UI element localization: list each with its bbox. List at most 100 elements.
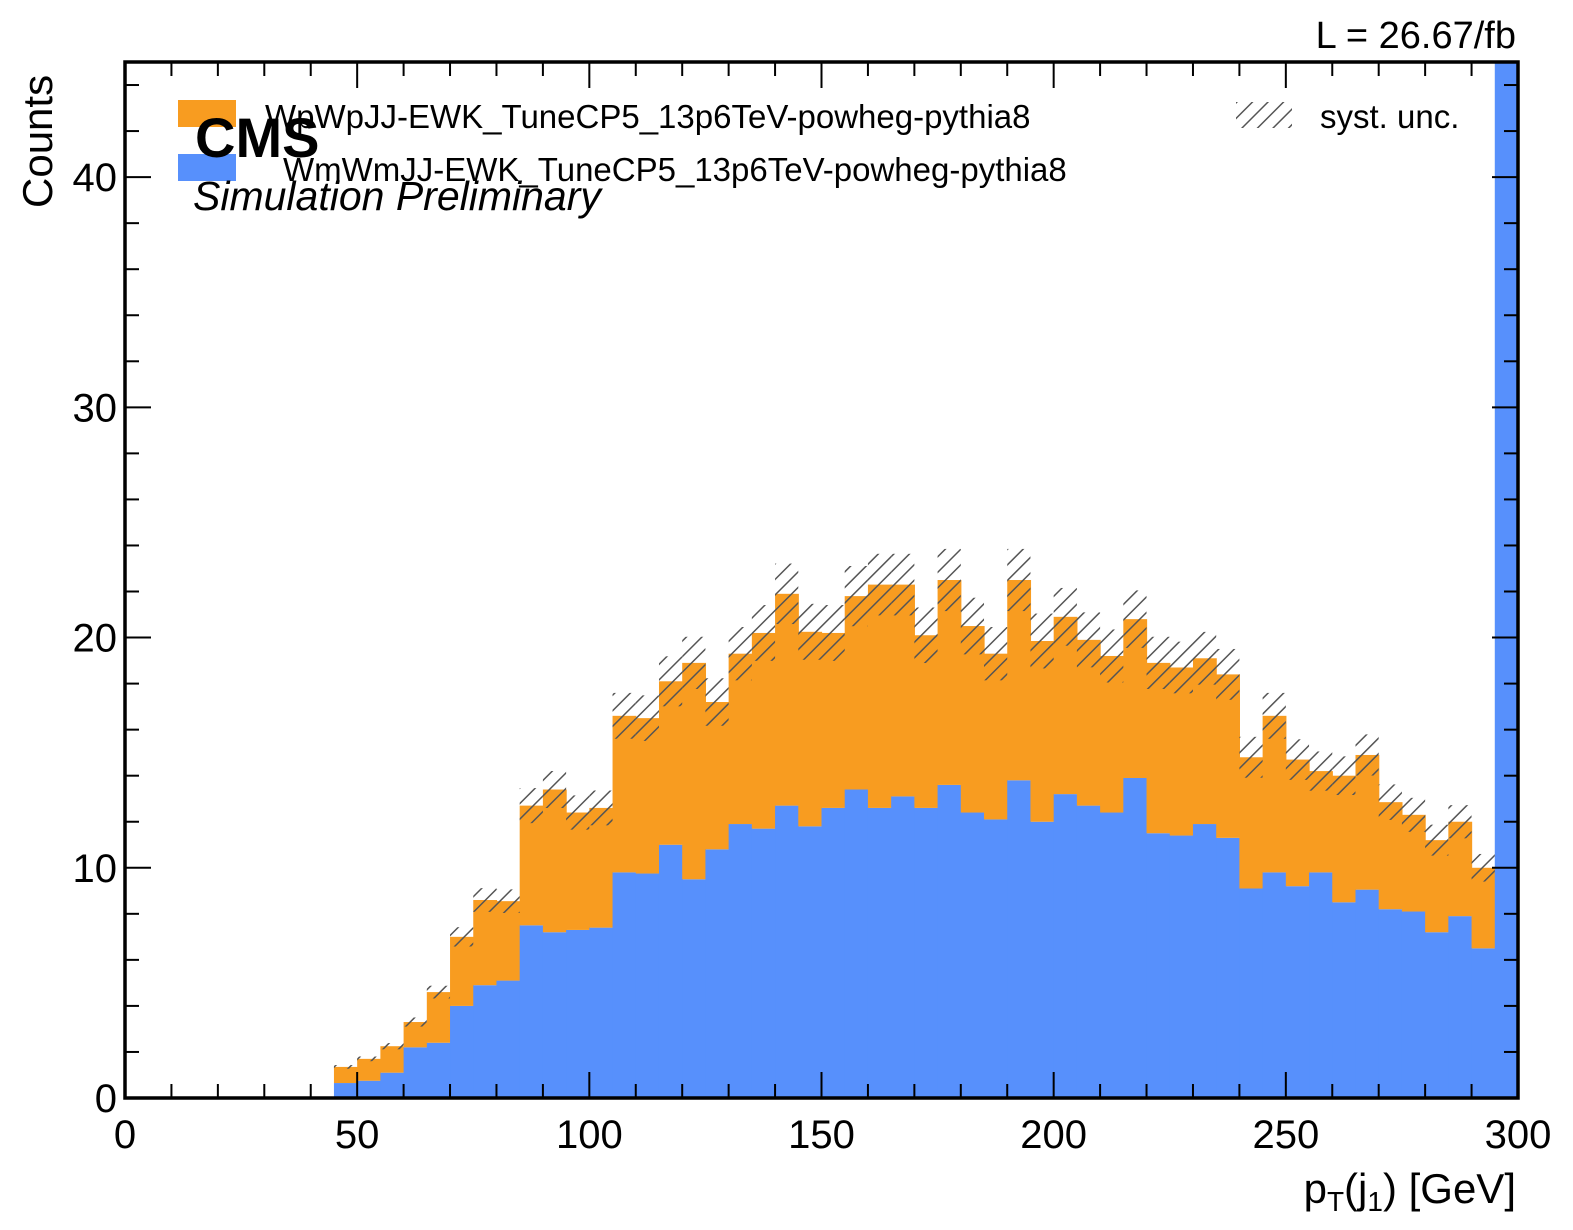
y-tick-label-30: 30	[73, 386, 118, 430]
bar-wpwp-54	[1378, 802, 1403, 910]
bar-wmwm-50	[1285, 886, 1310, 1098]
unc-band-25	[705, 678, 729, 726]
bar-wmwm-49	[1262, 872, 1287, 1098]
unc-band-17	[519, 788, 543, 824]
unc-band-24	[682, 636, 706, 689]
unc-band-28	[775, 563, 799, 625]
bar-wmwm-10	[357, 1080, 381, 1098]
bar-wpwp-31	[844, 596, 869, 790]
bar-wpwp-51	[1309, 771, 1333, 873]
x-axis-title-p: p	[1304, 1165, 1327, 1212]
bar-wmwm-45	[1169, 835, 1194, 1098]
unc-band-29	[798, 603, 822, 660]
bar-wmwm-54	[1378, 909, 1403, 1098]
bar-wmwm-41	[1076, 805, 1101, 1098]
unc-band-43	[1123, 590, 1147, 648]
unc-band-14	[450, 927, 474, 947]
unc-band-56	[1425, 824, 1449, 856]
y-tick-label-10: 10	[73, 847, 118, 891]
unc-band-11	[380, 1043, 404, 1050]
x-tick-label-200: 200	[1020, 1113, 1087, 1157]
legend-swatch-syst	[1236, 102, 1292, 128]
unc-band-19	[566, 795, 590, 830]
bar-wpwp-14	[450, 936, 474, 1006]
histogram-bars	[333, 580, 1496, 1098]
unc-band-41	[1076, 612, 1101, 668]
axis-ticks	[124, 62, 1519, 1099]
bar-wmwm-55	[1401, 911, 1426, 1098]
unc-band-48	[1239, 736, 1263, 778]
x-tick-label-150: 150	[788, 1113, 855, 1157]
unc-band-15	[473, 888, 497, 912]
unc-band-16	[496, 889, 520, 913]
unc-band-51	[1309, 751, 1333, 791]
legend-label-wmwm: WmWmJJ-EWK_TuneCP5_13p6TeV-powheg-pythia…	[283, 151, 1067, 188]
unc-band-53	[1355, 734, 1379, 776]
unc-band-31	[844, 566, 868, 627]
bar-wmwm-21	[612, 872, 637, 1098]
bar-wmwm-48	[1239, 888, 1264, 1098]
x-axis-title-sub: T	[1327, 1186, 1344, 1217]
bar-wpwp-38	[1007, 580, 1032, 781]
bar-wmwm-51	[1309, 872, 1333, 1098]
simulation-preliminary-label: Simulation Preliminary	[193, 173, 603, 219]
x-axis-title: pT(j1) [GeV]	[1304, 1165, 1516, 1217]
unc-band-23	[658, 656, 683, 707]
bar-wmwm-11	[380, 1072, 405, 1098]
bar-wpwp-9	[333, 1066, 358, 1084]
bar-wmwm-9	[333, 1083, 358, 1098]
unc-band-27	[751, 605, 776, 661]
unc-band-40	[1053, 587, 1077, 646]
x-tick-label-0: 0	[114, 1113, 136, 1157]
bar-wmwm-13	[426, 1042, 451, 1098]
bar-wpwp-10	[357, 1058, 381, 1081]
bar-wpwp-16	[496, 901, 521, 981]
legend-label-wpwp: WpWpJJ-EWK_TuneCP5_13p6TeV-powheg-pythia…	[265, 98, 1031, 135]
bar-wpwp-35	[937, 580, 962, 785]
bar-wmwm-30	[821, 807, 846, 1098]
unc-band-52	[1332, 756, 1356, 796]
bar-wpwp-56	[1425, 840, 1449, 933]
bar-wpwp-15	[473, 900, 498, 986]
bar-wpwp-39	[1030, 641, 1055, 822]
y-tick-label-20: 20	[73, 617, 118, 661]
bar-wpwp-42	[1100, 655, 1124, 813]
unc-band-20	[589, 790, 613, 826]
bar-wpwp-18	[542, 789, 567, 933]
bar-wmwm-57	[1448, 916, 1473, 1098]
legend-label-syst: syst. unc.	[1320, 98, 1459, 135]
y-axis-title: Counts	[14, 75, 61, 208]
bar-wpwp-25	[705, 702, 730, 850]
bar-wmwm-38	[1007, 780, 1032, 1098]
bar-wpwp-43	[1123, 619, 1148, 778]
bar-wpwp-34	[914, 635, 939, 808]
bar-wmwm-34	[914, 807, 939, 1098]
bar-wmwm-33	[891, 796, 915, 1098]
bar-wmwm-16	[496, 980, 521, 1098]
bar-wpwp-22	[635, 718, 660, 874]
bar-wmwm-35	[937, 784, 962, 1098]
bar-wpwp-32	[867, 584, 892, 808]
bar-wmwm-17	[519, 925, 544, 1098]
bar-wpwp-52	[1332, 775, 1357, 903]
bar-wmwm-37	[984, 819, 1008, 1098]
bar-wmwm-22	[635, 873, 660, 1098]
bar-wpwp-40	[1053, 616, 1078, 795]
bar-wpwp-23	[658, 681, 683, 845]
unc-band-10	[357, 1056, 381, 1062]
bar-wpwp-26	[728, 653, 753, 825]
y-tick-label-40: 40	[73, 156, 118, 200]
bar-wpwp-20	[589, 807, 614, 928]
luminosity-label: L = 26.67/fb	[1316, 15, 1516, 57]
bar-wmwm-56	[1425, 932, 1449, 1098]
bar-wmwm-18	[542, 932, 567, 1098]
unc-band-42	[1100, 629, 1124, 683]
bar-wpwp-17	[519, 805, 544, 926]
bar-wmwm-42	[1100, 812, 1124, 1098]
bar-wpwp-29	[798, 631, 823, 827]
x-axis-title-end: ) [GeV]	[1383, 1165, 1516, 1212]
bar-wpwp-19	[566, 812, 590, 930]
bar-wpwp-13	[426, 992, 451, 1043]
bar-wmwm-23	[658, 844, 683, 1098]
y-tick-label-0: 0	[95, 1077, 117, 1121]
